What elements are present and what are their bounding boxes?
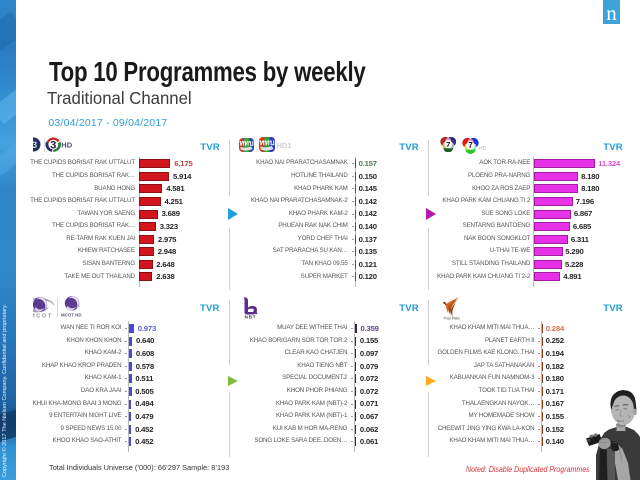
svg-text:7: 7: [446, 140, 450, 149]
svg-text:3: 3: [33, 140, 37, 151]
svg-text:3: 3: [50, 140, 56, 152]
svg-text:NBT: NBT: [245, 314, 257, 319]
svg-text:7: 7: [468, 141, 472, 150]
svg-text:ททบ: ททบ: [239, 138, 254, 147]
svg-text:Thai PBS: Thai PBS: [443, 316, 460, 320]
svg-text:n: n: [606, 1, 617, 24]
svg-text:ททบ: ททบ: [259, 138, 274, 147]
svg-text:MCOT: MCOT: [33, 314, 53, 320]
svg-text:MCOT HD: MCOT HD: [61, 313, 82, 318]
svg-text:HD: HD: [61, 141, 72, 150]
